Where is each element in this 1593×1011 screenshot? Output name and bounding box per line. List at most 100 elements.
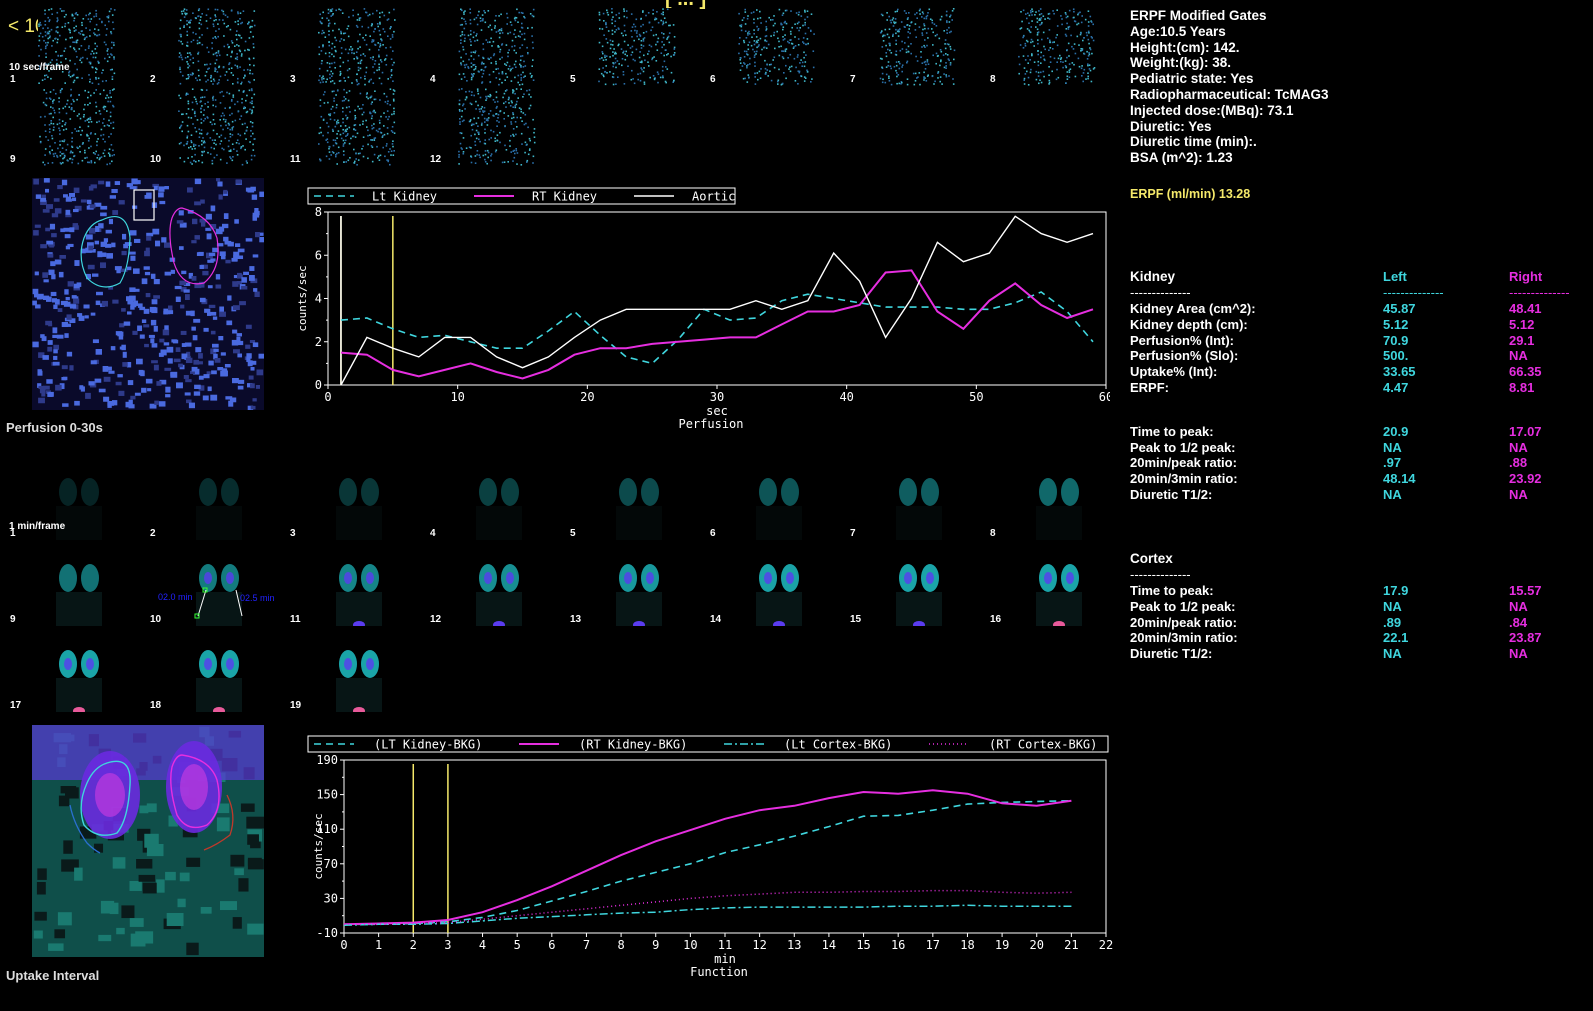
perfusion-frame-image bbox=[38, 8, 116, 85]
aortic-roi[interactable] bbox=[133, 189, 155, 221]
function-frame-12[interactable] bbox=[458, 548, 536, 626]
x-tick-label: 14 bbox=[822, 938, 836, 952]
left-value: 4.47 bbox=[1383, 379, 1409, 395]
function-frame-16[interactable] bbox=[1018, 548, 1096, 626]
erpf-result: ERPF (ml/min) 13.28 bbox=[1130, 186, 1251, 201]
table-row: Peak to 1/2 peak: NA NA bbox=[1130, 599, 1590, 615]
left-value: 20.9 bbox=[1383, 423, 1409, 439]
patient-info-line: Height:(cm): 142. bbox=[1130, 39, 1240, 55]
table-row: Time to peak: 17.9 15.57 bbox=[1130, 583, 1590, 599]
function-frame-label: 1 bbox=[10, 528, 16, 539]
function-frame-15[interactable] bbox=[878, 548, 956, 626]
right-kidney-roi[interactable] bbox=[170, 754, 220, 829]
function-frame-13[interactable] bbox=[598, 548, 676, 626]
background-roi[interactable] bbox=[69, 804, 101, 854]
perfusion-frame-3[interactable] bbox=[318, 8, 396, 86]
function-frame-5[interactable] bbox=[598, 462, 676, 540]
function-frame-image bbox=[336, 564, 382, 626]
background-roi[interactable] bbox=[203, 794, 234, 851]
x-tick-label: 20 bbox=[580, 390, 594, 404]
patient-info-line: BSA (m^2): 1.23 bbox=[1130, 150, 1233, 166]
perfusion-roi-image[interactable] bbox=[32, 178, 264, 410]
right-value: 8.81 bbox=[1509, 379, 1535, 395]
perfusion-frame-2[interactable] bbox=[178, 8, 256, 86]
kidney-table-title: Kidney bbox=[1130, 269, 1176, 284]
function-frame-19[interactable] bbox=[318, 634, 396, 712]
x-tick-label: 5 bbox=[514, 938, 521, 952]
right-value: .84 bbox=[1509, 614, 1528, 630]
function-frame-label: 14 bbox=[710, 614, 722, 625]
prev-frame-button[interactable]: < bbox=[8, 16, 20, 37]
function-frame-label: 3 bbox=[290, 528, 296, 539]
function-frame-18[interactable] bbox=[178, 634, 256, 712]
function-frame-label: 19 bbox=[290, 700, 302, 711]
perfusion-frame-7[interactable] bbox=[878, 8, 956, 86]
left-value: NA bbox=[1383, 439, 1402, 455]
table-row: 20min/peak ratio: .89 .84 bbox=[1130, 615, 1590, 631]
function-frame-10[interactable] bbox=[178, 548, 256, 626]
perfusion-frame-10[interactable] bbox=[178, 88, 256, 166]
function-frame-17[interactable] bbox=[38, 634, 116, 712]
function-frame-2[interactable] bbox=[178, 462, 256, 540]
row-label: 20min/peak ratio: bbox=[1130, 455, 1237, 471]
function-frame-11[interactable] bbox=[318, 548, 396, 626]
left-kidney-roi[interactable] bbox=[80, 216, 131, 288]
perfusion-frame-9[interactable] bbox=[38, 88, 116, 166]
perfusion-frame-label: 7 bbox=[850, 74, 856, 85]
perfusion-roi-caption: Perfusion 0-30s bbox=[6, 420, 103, 435]
cortex-table-title: Cortex bbox=[1130, 551, 1173, 566]
perfusion-frame-12[interactable] bbox=[458, 88, 536, 166]
patient-info: ERPF Modified Gates Age:10.5 Years Height… bbox=[1130, 8, 1329, 203]
x-tick-label: 13 bbox=[787, 938, 801, 952]
row-label: Perfusion% (Int): bbox=[1130, 332, 1234, 348]
right-value: NA bbox=[1509, 439, 1528, 455]
patient-info-line: Diuretic: Yes bbox=[1130, 118, 1212, 134]
function-frame-6[interactable] bbox=[738, 462, 816, 540]
perfusion-frame-11[interactable] bbox=[318, 88, 396, 166]
function-frame-7[interactable] bbox=[878, 462, 956, 540]
function-frame-9[interactable] bbox=[38, 548, 116, 626]
x-tick-label: 2 bbox=[410, 938, 417, 952]
cortex-divider: -------------- bbox=[1130, 567, 1191, 582]
right-value: .88 bbox=[1509, 455, 1528, 471]
perfusion-frame-8[interactable] bbox=[1018, 8, 1096, 86]
x-tick-label: 17 bbox=[926, 938, 940, 952]
left-value: NA bbox=[1383, 486, 1402, 502]
perfusion-frame-5[interactable] bbox=[598, 8, 676, 86]
left-divider: -------------- bbox=[1383, 285, 1444, 300]
row-label: Peak to 1/2 peak: bbox=[1130, 598, 1236, 614]
table-row: 20min/3min ratio: 22.1 23.87 bbox=[1130, 630, 1590, 646]
x-tick-label: 16 bbox=[891, 938, 905, 952]
series-line bbox=[344, 799, 1072, 926]
kidney-table: Kidney Left Right -------------- -------… bbox=[1130, 269, 1590, 503]
perfusion-frame-image bbox=[738, 8, 815, 86]
table-row: ERPF: 4.47 8.81 bbox=[1130, 380, 1590, 396]
perfusion-frame-4[interactable] bbox=[458, 8, 536, 86]
perfusion-frame-image bbox=[458, 88, 536, 166]
perfusion-frame-image bbox=[1018, 8, 1096, 86]
function-frame-3[interactable] bbox=[318, 462, 396, 540]
series-line bbox=[340, 269, 1094, 380]
perfusion-frame-1[interactable] bbox=[38, 8, 116, 86]
left-value: .97 bbox=[1383, 455, 1402, 471]
function-frame-image bbox=[336, 650, 382, 712]
uptake-roi-image[interactable] bbox=[32, 725, 264, 957]
perfusion-frame-image bbox=[598, 8, 676, 86]
function-frame-label: 2 bbox=[150, 528, 156, 539]
left-value: 500. bbox=[1383, 348, 1409, 364]
perfusion-frame-image bbox=[178, 88, 256, 166]
function-frame-4[interactable] bbox=[458, 462, 536, 540]
right-kidney-roi[interactable] bbox=[169, 207, 219, 285]
left-value: .89 bbox=[1383, 614, 1402, 630]
right-value: NA bbox=[1509, 646, 1528, 662]
table-row: Kidney depth (cm): 5.12 5.12 bbox=[1130, 317, 1590, 333]
perfusion-frame-6[interactable] bbox=[738, 8, 816, 86]
left-kidney-roi[interactable] bbox=[80, 760, 131, 836]
function-frame-1[interactable] bbox=[38, 462, 116, 540]
function-frame-8[interactable] bbox=[1018, 462, 1096, 540]
left-header: Left bbox=[1383, 269, 1407, 284]
function-frame-14[interactable] bbox=[738, 548, 816, 626]
left-value: NA bbox=[1383, 598, 1402, 614]
left-value: NA bbox=[1383, 646, 1402, 662]
legend-entry: Lt Kidney bbox=[372, 190, 437, 204]
